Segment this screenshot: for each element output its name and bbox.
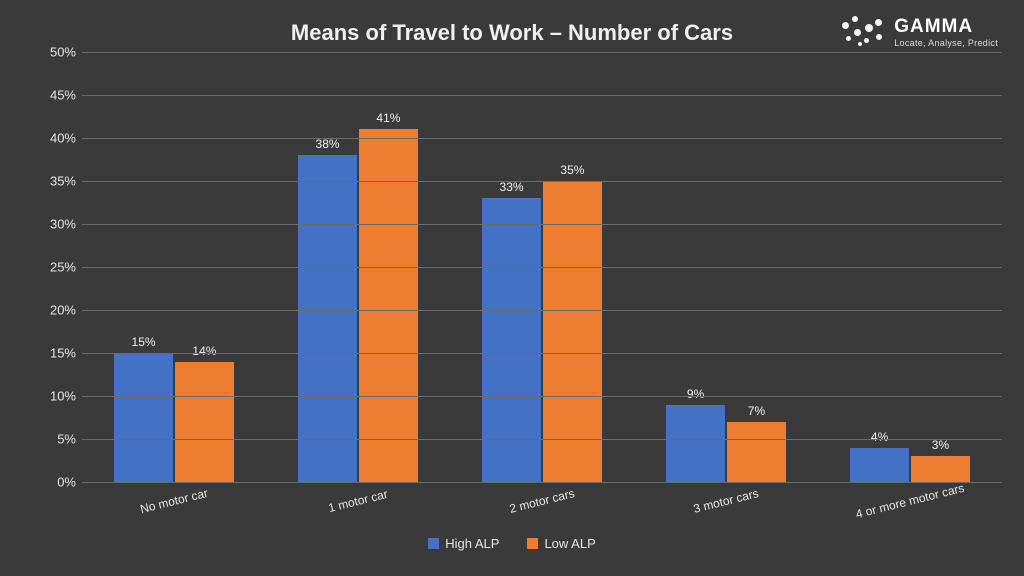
grid-line — [82, 439, 1002, 440]
legend-item: High ALP — [428, 536, 499, 551]
x-label-cell: 1 motor car — [266, 482, 450, 538]
logo-icon — [840, 14, 886, 50]
y-tick-label: 15% — [36, 346, 76, 361]
bar: 9% — [666, 405, 725, 482]
bar-value-label: 4% — [871, 430, 888, 444]
grid-line — [82, 353, 1002, 354]
bar: 3% — [911, 456, 970, 482]
bar-value-label: 38% — [316, 137, 340, 151]
y-tick-label: 45% — [36, 88, 76, 103]
bar: 7% — [727, 422, 786, 482]
y-tick-label: 30% — [36, 217, 76, 232]
y-tick-label: 50% — [36, 45, 76, 60]
brand-logo: GAMMA Locate, Analyse, Predict — [840, 14, 998, 50]
bar-value-label: 3% — [932, 438, 949, 452]
grid-line — [82, 310, 1002, 311]
y-tick-label: 20% — [36, 303, 76, 318]
bar-value-label: 33% — [500, 180, 524, 194]
brand-tagline: Locate, Analyse, Predict — [894, 38, 998, 48]
x-label-cell: 2 motor cars — [450, 482, 634, 538]
y-tick-label: 40% — [36, 131, 76, 146]
bar: 14% — [175, 362, 234, 482]
grid-line — [82, 52, 1002, 53]
legend: High ALP Low ALP — [32, 536, 992, 551]
grid-line — [82, 138, 1002, 139]
x-axis-label: 2 motor cars — [508, 486, 576, 516]
x-label-cell: 4 or more motor cars — [818, 482, 1002, 538]
bar: 4% — [850, 448, 909, 482]
grid-line — [82, 181, 1002, 182]
legend-label: Low ALP — [544, 536, 595, 551]
x-label-cell: 3 motor cars — [634, 482, 818, 538]
y-tick-label: 35% — [36, 174, 76, 189]
grid-line — [82, 224, 1002, 225]
bar: 35% — [543, 181, 602, 482]
grid-line — [82, 95, 1002, 96]
chart-plot-area: 15%14%38%41%33%35%9%7%4%3% 0%5%10%15%20%… — [82, 52, 1002, 482]
x-axis-label: 4 or more motor cars — [854, 481, 965, 522]
x-axis-label: 3 motor cars — [692, 486, 760, 516]
grid-line — [82, 396, 1002, 397]
x-axis-labels: No motor car 1 motor car 2 motor cars 3 mot… — [82, 482, 1002, 538]
bar-value-label: 9% — [687, 387, 704, 401]
x-label-cell: No motor car — [82, 482, 266, 538]
bar-value-label: 35% — [560, 163, 584, 177]
legend-swatch — [527, 538, 538, 549]
bar-value-label: 41% — [376, 111, 400, 125]
bar-value-label: 15% — [132, 335, 156, 349]
legend-item: Low ALP — [527, 536, 595, 551]
bar-value-label: 7% — [748, 404, 765, 418]
legend-swatch — [428, 538, 439, 549]
bar: 41% — [359, 129, 418, 482]
y-tick-label: 0% — [36, 475, 76, 490]
x-axis-label: No motor car — [139, 486, 210, 516]
legend-label: High ALP — [445, 536, 499, 551]
bar-value-label: 14% — [192, 344, 216, 358]
bar: 38% — [298, 155, 357, 482]
grid-line — [82, 267, 1002, 268]
bar: 15% — [114, 353, 173, 482]
x-axis-label: 1 motor car — [327, 487, 389, 515]
y-tick-label: 5% — [36, 432, 76, 447]
brand-name: GAMMA — [894, 16, 998, 38]
slide: Means of Travel to Work – Number of Cars… — [0, 0, 1024, 576]
y-tick-label: 10% — [36, 389, 76, 404]
y-tick-label: 25% — [36, 260, 76, 275]
